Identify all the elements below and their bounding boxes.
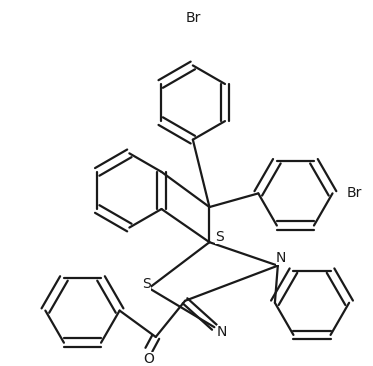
Text: S: S	[215, 230, 223, 244]
Text: Br: Br	[185, 11, 201, 25]
Text: N: N	[276, 251, 286, 265]
Text: S: S	[142, 277, 151, 291]
Text: O: O	[144, 352, 154, 366]
Text: Br: Br	[346, 186, 361, 200]
Text: N: N	[217, 325, 227, 339]
